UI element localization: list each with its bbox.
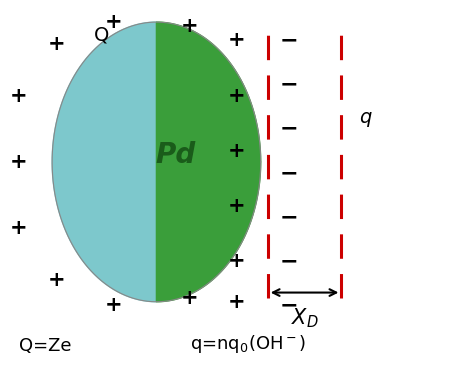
Text: +: + — [105, 296, 123, 315]
Text: −: − — [280, 251, 299, 271]
Text: +: + — [228, 251, 246, 271]
Text: −: − — [280, 163, 299, 183]
Polygon shape — [52, 22, 156, 302]
Text: Q: Q — [94, 25, 109, 45]
Text: +: + — [10, 218, 28, 238]
Text: +: + — [228, 86, 246, 106]
Text: −: − — [280, 75, 299, 95]
Text: $X_D$: $X_D$ — [291, 307, 319, 330]
Text: +: + — [228, 196, 246, 216]
Text: +: + — [48, 270, 66, 290]
Text: +: + — [48, 34, 66, 54]
Text: q: q — [359, 108, 371, 127]
Text: +: + — [228, 292, 246, 312]
Polygon shape — [156, 22, 261, 302]
Text: −: − — [280, 207, 299, 227]
Text: −: − — [280, 31, 299, 50]
Text: −: − — [280, 296, 299, 315]
Text: Pd: Pd — [155, 141, 195, 169]
Text: q=nq$_0$(OH$^-$): q=nq$_0$(OH$^-$) — [190, 333, 306, 355]
Text: +: + — [10, 152, 28, 172]
Text: +: + — [181, 288, 199, 308]
Text: +: + — [228, 141, 246, 161]
Text: +: + — [228, 31, 246, 50]
Text: −: − — [280, 119, 299, 139]
Text: +: + — [105, 12, 123, 32]
Text: +: + — [10, 86, 28, 106]
Text: Q=Ze: Q=Ze — [19, 337, 72, 355]
Text: +: + — [181, 16, 199, 36]
